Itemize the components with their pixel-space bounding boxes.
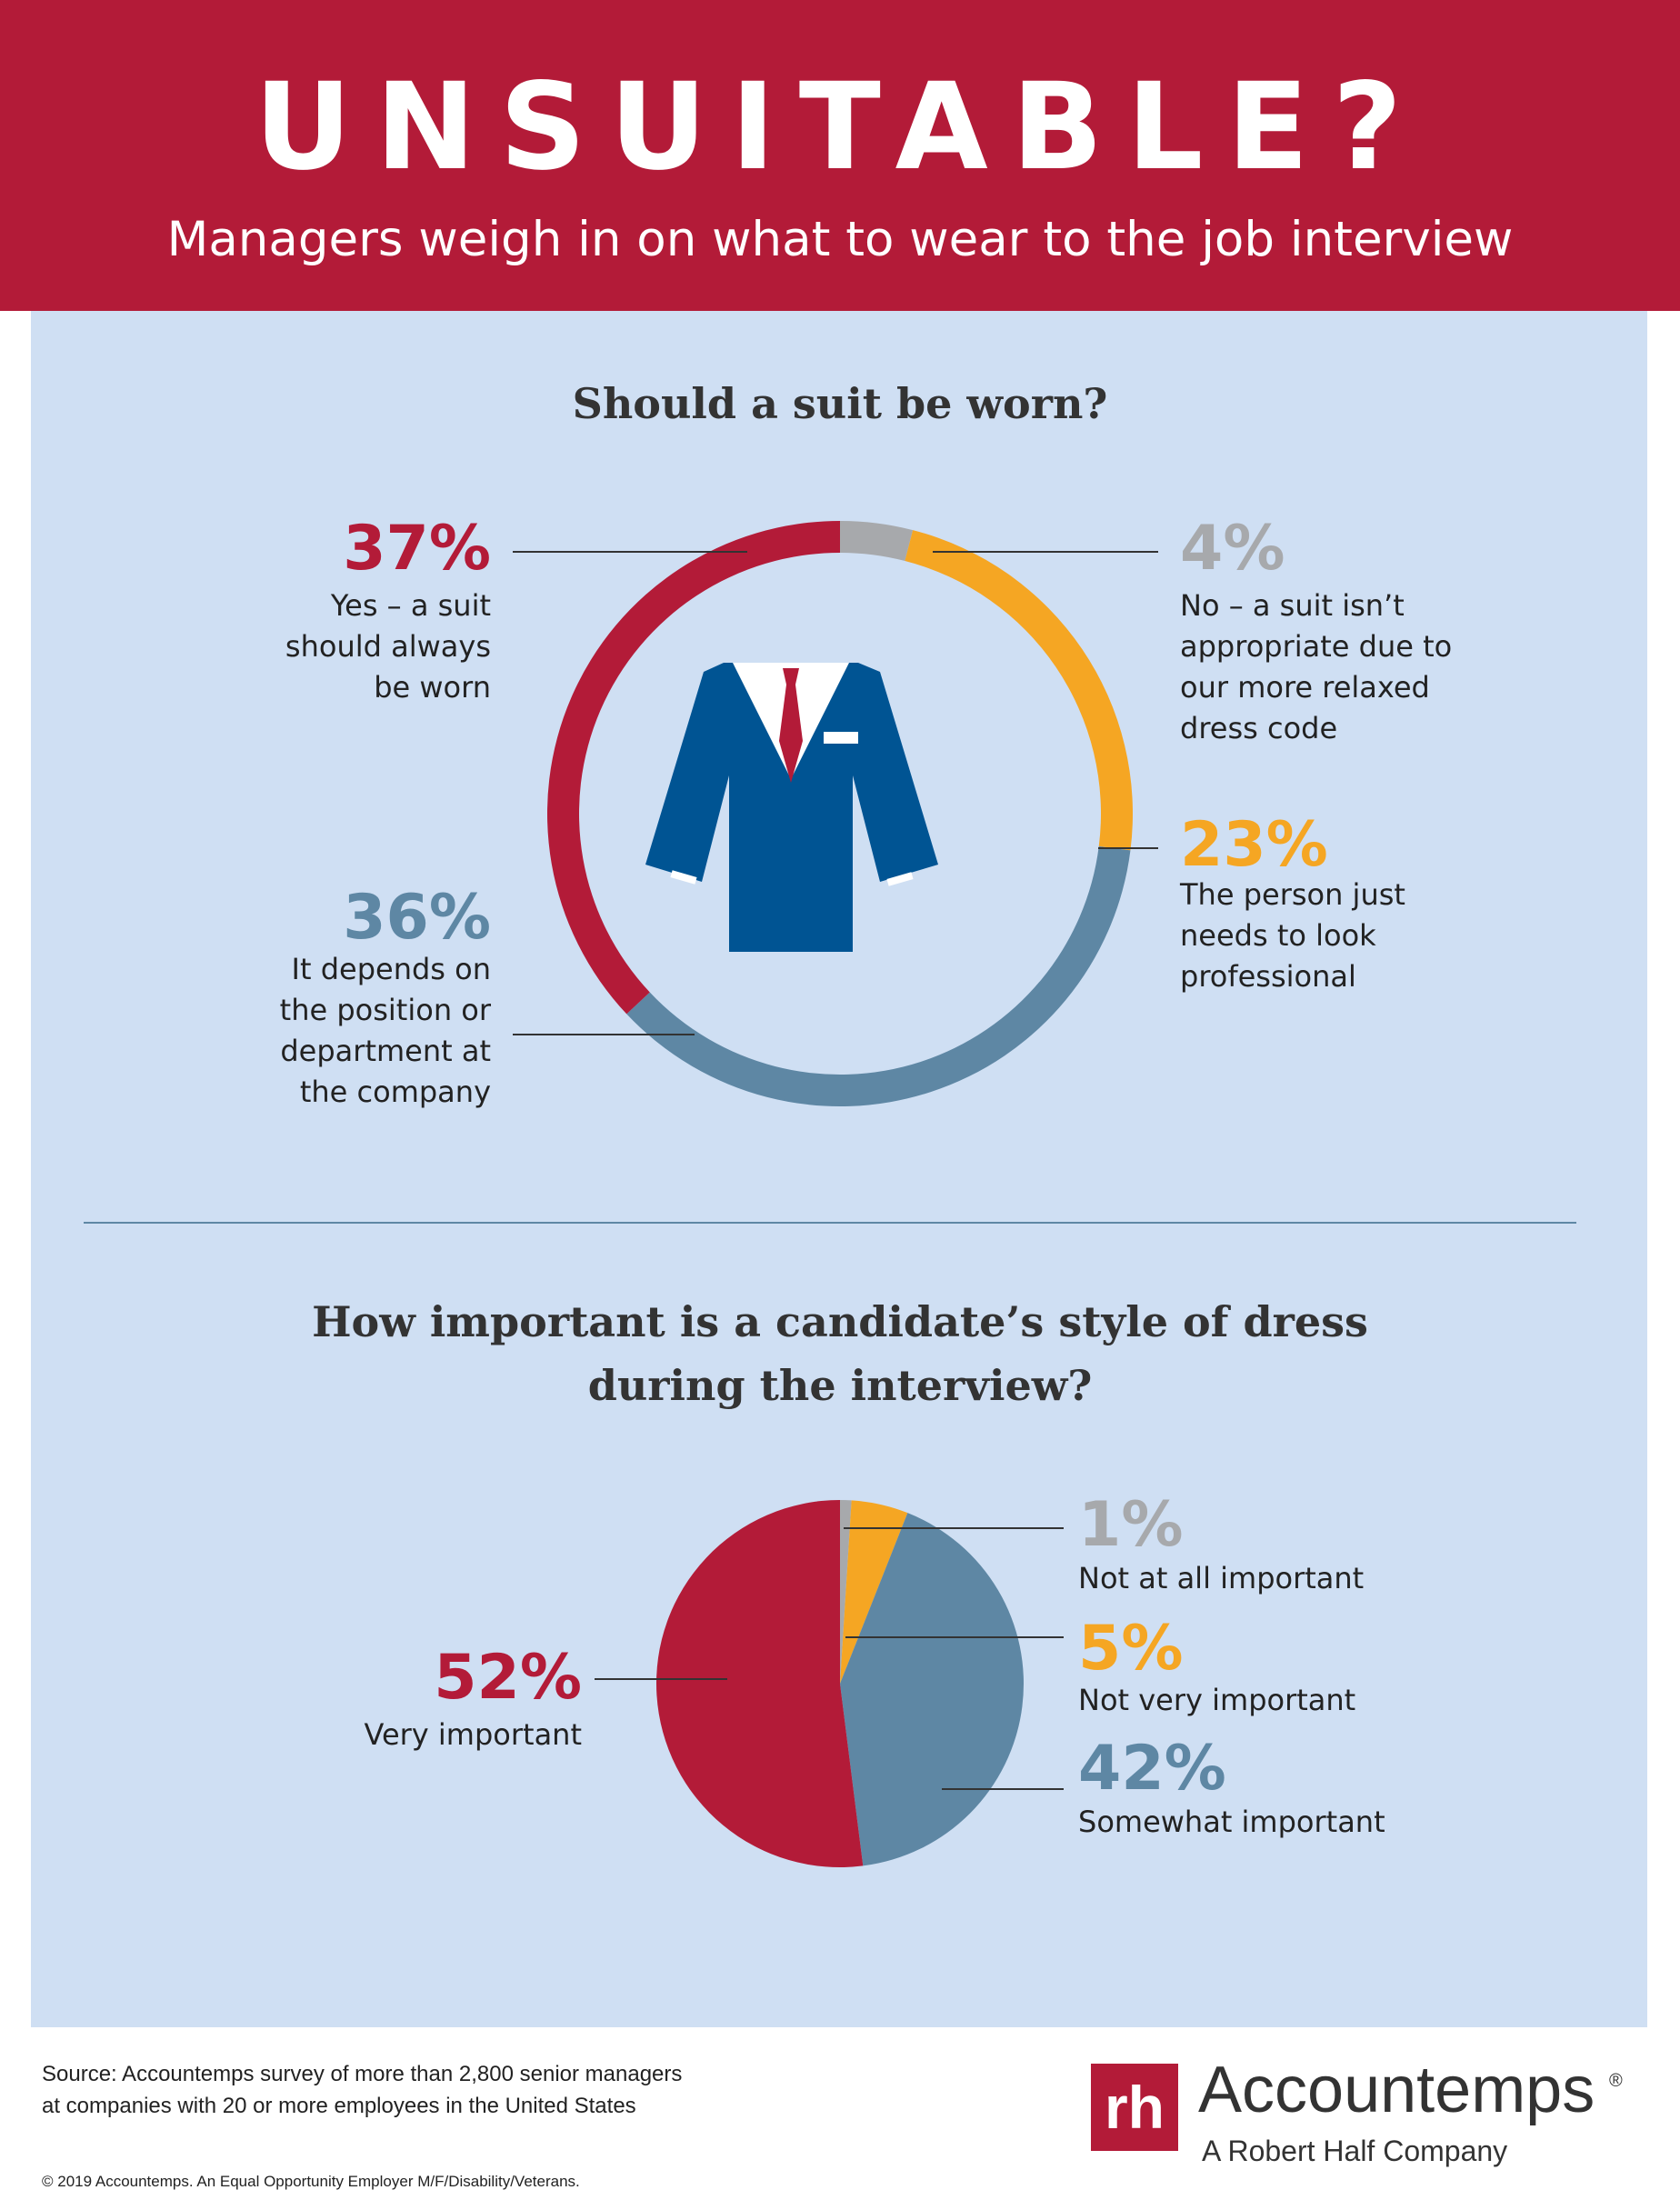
- suit-donut-slice-1: [905, 530, 1133, 851]
- yes-label-line: be worn: [374, 670, 491, 705]
- suit-donut-slice-0: [840, 521, 914, 562]
- leader-very: [595, 1678, 727, 1680]
- source-line: Source: Accountemps survey of more than …: [42, 2062, 683, 2086]
- professional-label-line: needs to look: [1180, 918, 1376, 953]
- very-percent: 52%: [434, 1642, 582, 1714]
- importance-pie-slice-3: [656, 1500, 864, 1867]
- chart2-title-line1: How important is a candidate’s style of …: [312, 1297, 1368, 1346]
- accountemps-logo-mark: rh: [1091, 2064, 1178, 2151]
- very-label: Very important: [364, 1717, 582, 1752]
- professional-label-line: The person just: [1180, 877, 1405, 912]
- yes-label-line: Yes – a suit: [330, 588, 491, 623]
- depends-label-line: It depends on: [291, 952, 491, 986]
- logo-registered-mark: ®: [1609, 2071, 1623, 2091]
- header-banner: UNSUITABLE? Managers weigh in on what to…: [0, 0, 1680, 311]
- chart1-title: Should a suit be worn?: [572, 379, 1108, 428]
- somewhat-label: Somewhat important: [1078, 1805, 1385, 1839]
- logo-mark-text: rh: [1105, 2074, 1165, 2141]
- importance-pie-slice-2: [840, 1513, 1024, 1866]
- suit-donut-slice-2: [626, 845, 1131, 1106]
- source-line: at companies with 20 or more employees i…: [42, 2094, 636, 2118]
- leader-no: [933, 551, 1158, 553]
- suit-jacket-icon: [645, 663, 938, 952]
- depends-label-line: department at: [280, 1034, 491, 1068]
- leader-prof: [1098, 847, 1158, 849]
- not-very-label: Not very important: [1078, 1683, 1356, 1717]
- leader-not-very: [845, 1636, 1064, 1638]
- page-title: UNSUITABLE?: [254, 57, 1426, 197]
- no-label-line: No – a suit isn’t: [1180, 588, 1405, 623]
- somewhat-percent: 42%: [1078, 1733, 1226, 1805]
- copyright: © 2019 Accountemps. An Equal Opportunity…: [42, 2173, 580, 2190]
- logo-tagline: A Robert Half Company: [1202, 2135, 1508, 2167]
- source-note: Source: Accountemps survey of more than …: [42, 2058, 842, 2122]
- chart2-title-line2: during the interview?: [587, 1361, 1093, 1410]
- not-very-percent: 5%: [1078, 1613, 1184, 1685]
- yes-label-line: should always: [285, 629, 491, 664]
- leader-not-at-all: [844, 1527, 1064, 1529]
- leader-dep: [513, 1034, 695, 1035]
- yes-percent: 37%: [343, 513, 491, 585]
- importance-pie-chart: [656, 1500, 1024, 1867]
- logo-name: Accountemps: [1198, 2054, 1595, 2126]
- leader-yes: [513, 551, 747, 553]
- no-percent: 4%: [1180, 513, 1285, 585]
- importance-pie-slice-0: [840, 1500, 852, 1684]
- not-at-all-label: Not at all important: [1078, 1561, 1365, 1595]
- no-label-line: appropriate due to: [1180, 629, 1453, 664]
- section-divider: [84, 1222, 1576, 1224]
- page-subtitle: Managers weigh in on what to wear to the…: [166, 212, 1514, 267]
- leader-somewhat: [942, 1788, 1064, 1790]
- suit-donut-slice-3: [547, 521, 840, 1015]
- depends-label-line: the company: [299, 1075, 491, 1109]
- professional-percent: 23%: [1180, 809, 1328, 881]
- depends-label-line: the position or: [279, 993, 491, 1027]
- professional-label-line: professional: [1180, 959, 1356, 994]
- no-label-line: our more relaxed: [1180, 670, 1430, 705]
- not-at-all-percent: 1%: [1078, 1489, 1184, 1561]
- no-label-line: dress code: [1180, 711, 1338, 745]
- suit-donut-chart: [547, 521, 1133, 1106]
- depends-percent: 36%: [343, 882, 491, 954]
